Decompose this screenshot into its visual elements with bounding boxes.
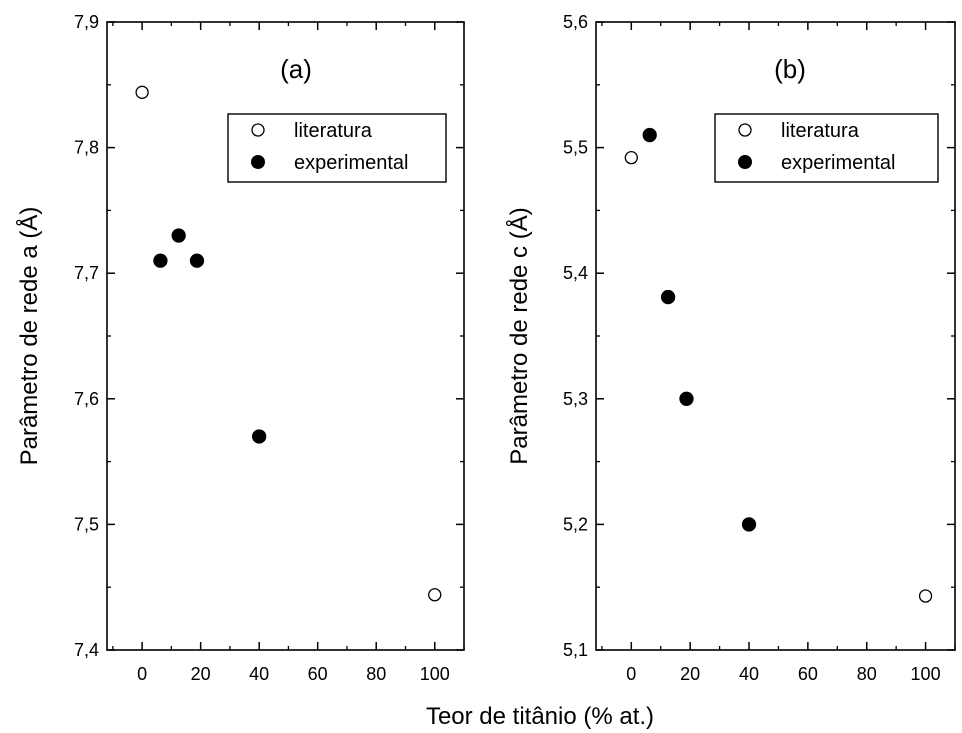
panel-b-x-tick-label: 0: [626, 664, 636, 684]
panel-a-x-tick-label: 100: [420, 664, 450, 684]
panel-a: 7,4 7,5 7,6 7,7 7,8 7,9 0 20 40 60 80 100 (a) Parâ…: [15, 12, 465, 684]
panel-b-x-tick-label: 20: [680, 664, 700, 684]
panel-b-y-tick-label: 5,4: [563, 263, 588, 283]
panel-a-legend-literatura-marker: [251, 123, 265, 137]
panel-a-legend-literatura-label: literatura: [294, 120, 373, 142]
panel-b-legend-literatura-label: literatura: [781, 120, 860, 142]
panel-b-y-tick-label: 5,3: [563, 389, 588, 409]
panel-b-point-experimental: [642, 127, 657, 143]
panel-b-x-tick-label: 40: [739, 664, 759, 684]
panel-a-y-ticks: 7,4 7,5 7,6 7,7 7,8 7,9: [74, 12, 464, 660]
panel-b-point-experimental: [660, 289, 676, 305]
panel-a-point-experimental: [189, 253, 205, 268]
panel-a-y-tick-label: 7,9: [74, 12, 99, 32]
panel-a-point-experimental: [153, 253, 168, 268]
panel-a-y-tick-label: 7,8: [74, 138, 99, 158]
panel-b-y-tick-label: 5,2: [563, 514, 588, 534]
panel-a-label: (a): [280, 54, 312, 84]
panel-a-legend-box: [227, 113, 447, 183]
panel-a-x-tick-label: 0: [137, 664, 147, 684]
panel-b-x-tick-label: 100: [911, 664, 941, 684]
panel-b-legend: literatura experimental: [714, 113, 939, 183]
panel-b-legend-experimental-marker: [738, 155, 752, 169]
panel-a-x-tick-label: 60: [308, 664, 328, 684]
panel-b-point-literatura: [624, 150, 638, 165]
panel-a-y-axis-title: Parâmetro de rede a (Å): [15, 207, 43, 466]
panel-b-legend-literatura-marker: [738, 123, 752, 137]
panel-a-y-tick-label: 7,4: [74, 640, 99, 660]
panel-a-legend-experimental-marker: [251, 155, 265, 169]
panel-a-x-tick-label: 80: [366, 664, 386, 684]
panel-a-y-tick-label: 7,5: [74, 514, 99, 534]
panel-b-legend-experimental-label: experimental: [781, 152, 896, 174]
panel-b: 5,1 5,2 5,3 5,4 5,5 5,6 0 20 40 60 80 100 (b) Parâ…: [505, 12, 956, 684]
panel-a-point-experimental: [252, 429, 267, 444]
shared-x-axis-title: Teor de titânio (% at.): [426, 703, 654, 730]
panel-b-legend-box: [714, 113, 939, 183]
panel-a-point-experimental: [171, 228, 186, 243]
panel-a-y-tick-label: 7,6: [74, 389, 99, 409]
panel-b-x-ticks: 0 20 40 60 80 100: [601, 22, 956, 684]
panel-a-x-tick-label: 20: [191, 664, 211, 684]
panel-b-point-literatura: [918, 589, 933, 603]
panel-b-point-experimental: [741, 517, 757, 532]
panel-b-x-tick-label: 80: [857, 664, 877, 684]
panel-b-y-tick-label: 5,6: [563, 12, 588, 32]
panel-b-label: (b): [774, 54, 806, 84]
panel-a-legend-experimental-label: experimental: [294, 152, 409, 174]
panel-b-y-ticks: 5,1 5,2 5,3 5,4 5,5 5,6: [563, 12, 955, 660]
panel-b-x-tick-label: 60: [798, 664, 818, 684]
panel-a-y-tick-label: 7,7: [74, 263, 99, 283]
panel-a-point-literatura: [135, 85, 149, 99]
panel-b-data-points: [624, 127, 933, 603]
panel-b-y-tick-label: 5,1: [563, 640, 588, 660]
panel-a-x-ticks: 0 20 40 60 80 100: [112, 22, 465, 684]
panel-a-legend: literatura experimental: [227, 113, 447, 183]
panel-a-x-tick-label: 40: [249, 664, 269, 684]
panel-a-data-points: [135, 85, 442, 602]
panel-b-y-axis-title: Parâmetro de rede c (Å): [505, 207, 533, 464]
panel-b-y-tick-label: 5,5: [563, 138, 588, 158]
panel-a-point-literatura: [428, 588, 442, 602]
panel-b-point-experimental: [679, 391, 694, 406]
